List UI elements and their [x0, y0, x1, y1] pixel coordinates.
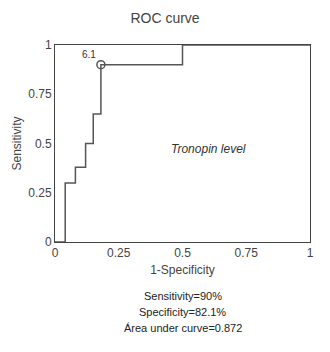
svg-text:6.1: 6.1	[82, 49, 96, 60]
svg-text:0.25: 0.25	[28, 186, 52, 200]
svg-text:Tronopin level: Tronopin level	[171, 142, 246, 156]
svg-text:1-Specificity: 1-Specificity	[150, 263, 215, 277]
svg-text:Sensitivity: Sensitivity	[10, 116, 24, 170]
svg-text:0.75: 0.75	[28, 87, 52, 101]
svg-text:0.5: 0.5	[174, 246, 191, 260]
svg-text:0.75: 0.75	[235, 246, 259, 260]
svg-text:Sensitivity=90%: Sensitivity=90%	[144, 290, 222, 302]
svg-text:0: 0	[45, 235, 52, 249]
svg-text:0: 0	[52, 246, 59, 260]
svg-text:Área under curve=0.872: Área under curve=0.872	[124, 322, 242, 334]
svg-text:1: 1	[45, 38, 52, 52]
svg-text:Specificity=82.1%: Specificity=82.1%	[139, 306, 226, 318]
svg-text:1: 1	[307, 246, 314, 260]
svg-text:ROC curve: ROC curve	[130, 10, 199, 26]
svg-text:0.25: 0.25	[107, 246, 131, 260]
svg-text:0.5: 0.5	[35, 137, 52, 151]
